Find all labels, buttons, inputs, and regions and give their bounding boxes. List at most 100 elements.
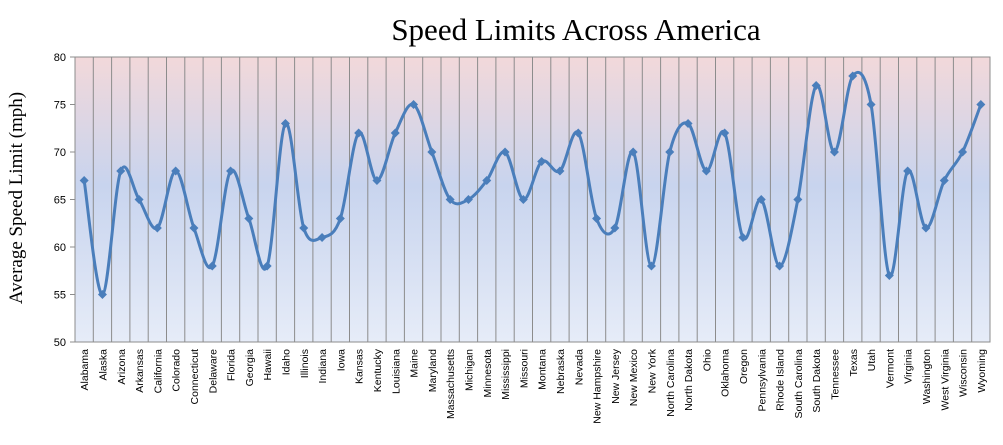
x-tick-label: Michigan (463, 349, 475, 391)
y-axis-ticks: 50 55 60 65 70 75 80 (54, 52, 75, 349)
data-point (299, 223, 309, 233)
x-tick-label: Wisconsin (958, 349, 970, 397)
data-point (793, 195, 803, 204)
data-point (134, 195, 144, 204)
data-markers (79, 71, 986, 299)
x-tick-label: South Carolina (793, 349, 805, 419)
data-point (152, 223, 162, 233)
data-point (775, 261, 785, 271)
data-point (207, 261, 217, 271)
data-point (372, 176, 382, 185)
y-tick-label: 80 (54, 52, 66, 64)
data-point (244, 214, 254, 223)
x-tick-label: Nebraska (555, 349, 567, 394)
x-tick-label: Pennsylvania (756, 349, 768, 412)
x-tick-label: Tennessee (829, 349, 841, 400)
x-tick-label: Alabama (79, 349, 91, 391)
data-point (354, 128, 364, 138)
data-point (409, 100, 419, 109)
x-tick-label: Florida (226, 349, 238, 381)
x-tick-label: Idaho (280, 349, 292, 375)
x-tick-label: Oklahoma (720, 349, 732, 397)
x-tick-label: Minnesota (482, 349, 494, 398)
data-point (646, 261, 656, 271)
x-tick-label: North Carolina (665, 349, 677, 417)
data-point (884, 271, 894, 280)
plot-border (74, 56, 991, 343)
x-tick-label: Missouri (518, 349, 530, 388)
data-point (756, 195, 766, 204)
x-tick-label: New Jersey (610, 348, 622, 404)
x-tick-label: Montana (537, 349, 549, 390)
y-tick-label: 75 (54, 100, 66, 112)
data-point (829, 147, 839, 157)
x-tick-label: West Virginia (939, 349, 951, 411)
y-axis-label: Average Speed Limit (mph) (6, 92, 27, 304)
x-tick-label: Ohio (701, 349, 713, 371)
data-point (262, 261, 272, 271)
x-tick-label: Vermont (884, 349, 896, 388)
data-point (500, 147, 510, 157)
data-point (738, 233, 748, 242)
data-point (665, 147, 675, 157)
x-tick-label: Louisiana (390, 349, 402, 394)
data-point (811, 81, 821, 90)
x-tick-label: New Mexico (628, 349, 640, 406)
x-tick-label: Mississippi (500, 349, 512, 400)
x-tick-label: Rhode Island (775, 349, 787, 411)
data-point (628, 147, 638, 157)
data-point (976, 100, 986, 109)
y-tick-label: 55 (54, 290, 66, 302)
x-tick-label: Georgia (244, 349, 256, 387)
data-point (701, 166, 711, 176)
data-point (482, 176, 492, 185)
x-tick-label: South Dakota (811, 349, 823, 413)
x-tick-label: Nevada (573, 349, 585, 385)
data-point (555, 166, 565, 176)
x-tick-label: Massachusetts (445, 349, 457, 419)
data-point (335, 214, 345, 223)
data-point (79, 176, 89, 185)
x-tick-label: Alaska (97, 349, 109, 381)
x-tick-label: Texas (848, 349, 860, 376)
y-tick-label: 65 (54, 195, 66, 207)
x-tick-label: Indiana (317, 349, 329, 384)
data-point (390, 128, 400, 138)
x-tick-label: Delaware (207, 349, 219, 394)
x-tick-label: New Hampshire (592, 349, 604, 424)
y-tick-label: 70 (54, 147, 66, 159)
y-tick-label: 60 (54, 242, 66, 254)
x-tick-label: Kentucky (372, 348, 384, 392)
x-axis-labels: Alabama Alaska Arizona Arkansas California Co… (79, 348, 988, 423)
x-tick-label: Illinois (299, 349, 311, 378)
x-tick-label: Virginia (903, 349, 915, 384)
data-point (317, 233, 327, 242)
data-point (592, 214, 602, 223)
data-point (280, 119, 290, 128)
x-tick-label: Wyoming (976, 349, 988, 393)
x-tick-label: Arizona (116, 349, 128, 385)
x-tick-label: Connecticut (189, 349, 201, 405)
x-tick-label: Utah (866, 349, 878, 371)
data-point (427, 147, 437, 157)
data-point (848, 71, 858, 81)
x-tick-label: Hawaii (262, 349, 274, 381)
data-point (518, 195, 528, 204)
vertical-grid (92, 57, 973, 342)
x-tick-label: Washington (921, 349, 933, 404)
data-point (683, 119, 693, 128)
data-point (189, 223, 199, 233)
data-point (921, 223, 931, 233)
x-tick-label: Arkansas (134, 349, 146, 393)
data-point (445, 195, 455, 204)
x-tick-label: Oregon (738, 349, 750, 384)
data-point (866, 100, 876, 109)
y-tick-label: 50 (54, 337, 66, 349)
x-tick-label: Iowa (335, 349, 347, 371)
data-point (226, 166, 236, 176)
data-point (958, 147, 968, 157)
x-tick-label: Maryland (427, 349, 439, 392)
data-point (610, 223, 620, 233)
x-tick-label: Kansas (354, 349, 366, 384)
